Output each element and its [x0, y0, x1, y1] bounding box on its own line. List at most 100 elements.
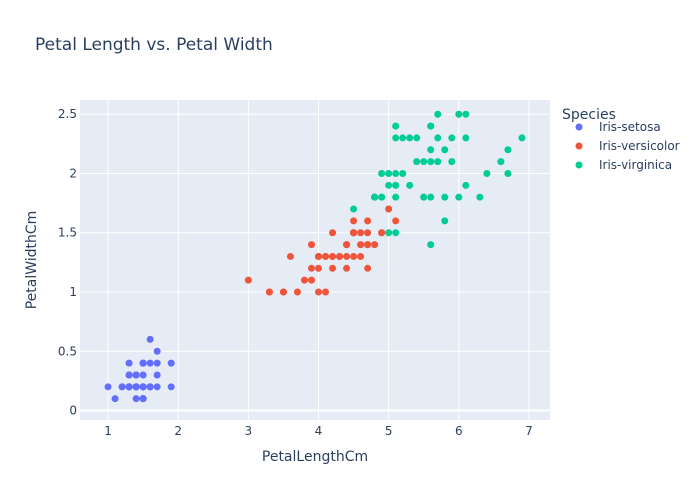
data-point: [504, 169, 512, 177]
data-point: [455, 110, 463, 118]
data-point: [357, 229, 365, 237]
data-point: [357, 252, 365, 260]
data-point: [307, 264, 315, 272]
data-point: [448, 158, 456, 166]
data-point: [139, 371, 147, 379]
data-point: [146, 383, 154, 391]
data-point: [153, 371, 161, 379]
data-point: [364, 264, 372, 272]
data-point: [153, 359, 161, 367]
data-point: [329, 264, 337, 272]
y-tick-label: 0: [69, 404, 77, 418]
data-point: [420, 158, 428, 166]
legend-item-iris-virginica[interactable]: Iris-virginica: [575, 158, 673, 172]
x-tick-label: 5: [385, 424, 393, 438]
y-tick-label: 2.5: [58, 107, 77, 121]
data-point: [441, 193, 449, 201]
data-point: [434, 110, 442, 118]
x-tick-label: 2: [174, 424, 182, 438]
data-point: [413, 134, 421, 142]
data-point: [146, 335, 154, 343]
data-point: [167, 359, 175, 367]
data-point: [476, 193, 484, 201]
data-point: [125, 359, 133, 367]
data-point: [153, 347, 161, 355]
legend-item-iris-setosa[interactable]: Iris-setosa: [575, 120, 661, 134]
y-gridlines: [80, 113, 550, 412]
x-tick-label: 4: [315, 424, 323, 438]
data-point: [322, 288, 330, 296]
data-point: [385, 229, 393, 237]
data-point: [279, 288, 287, 296]
data-point: [399, 134, 407, 142]
data-point: [300, 276, 308, 284]
points-layer: [104, 110, 526, 403]
legend-items[interactable]: Iris-setosa Iris-versicolor Iris-virginica: [575, 120, 680, 172]
data-point: [286, 252, 294, 260]
x-tick-labels: 1 2 3 4 5 6 7: [104, 424, 533, 438]
data-point: [378, 229, 386, 237]
data-point: [518, 134, 526, 142]
legend-item-iris-versicolor[interactable]: Iris-versicolor: [575, 139, 680, 153]
data-point: [125, 383, 133, 391]
data-point: [322, 252, 330, 260]
data-point: [139, 395, 147, 403]
x-axis-title: PetalLengthCm: [262, 449, 368, 465]
data-point: [406, 181, 414, 189]
data-point: [118, 383, 126, 391]
legend-title: Species: [562, 107, 616, 123]
data-point: [132, 371, 140, 379]
data-point: [350, 229, 358, 237]
data-point: [392, 181, 400, 189]
series-iris-virginica: [350, 110, 526, 249]
series-iris-setosa: [104, 335, 175, 403]
data-point: [427, 146, 435, 154]
data-point: [371, 241, 379, 249]
data-point: [336, 252, 344, 260]
chart-title: Petal Length vs. Petal Width: [35, 35, 273, 55]
legend[interactable]: Species Iris-setosa Iris-versicolor Iris-v…: [562, 107, 680, 172]
data-point: [146, 359, 154, 367]
legend-marker: [575, 161, 583, 169]
data-point: [378, 193, 386, 201]
data-point: [441, 217, 449, 225]
legend-label: Iris-setosa: [599, 120, 661, 134]
data-point: [392, 169, 400, 177]
data-point: [392, 134, 400, 142]
data-point: [343, 264, 351, 272]
data-point: [385, 181, 393, 189]
y-axis-title: PetalWidthCm: [24, 211, 40, 310]
data-point: [392, 122, 400, 130]
data-point: [153, 383, 161, 391]
data-point: [413, 158, 421, 166]
data-point: [364, 217, 372, 225]
data-point: [307, 241, 315, 249]
data-point: [406, 134, 414, 142]
data-point: [293, 288, 301, 296]
data-point: [315, 288, 323, 296]
data-point: [385, 169, 393, 177]
data-point: [427, 193, 435, 201]
data-point: [385, 205, 393, 213]
data-point: [392, 217, 400, 225]
data-point: [329, 252, 337, 260]
legend-label: Iris-versicolor: [599, 139, 680, 153]
data-point: [364, 229, 372, 237]
y-tick-label: 1.5: [58, 226, 77, 240]
data-point: [434, 158, 442, 166]
data-point: [307, 276, 315, 284]
x-gridlines: [107, 100, 530, 420]
data-point: [392, 193, 400, 201]
data-point: [427, 122, 435, 130]
data-point: [104, 383, 112, 391]
data-point: [497, 158, 505, 166]
data-point: [427, 241, 435, 249]
data-point: [392, 229, 400, 237]
data-point: [504, 146, 512, 154]
data-point: [364, 241, 372, 249]
data-point: [420, 193, 428, 201]
data-point: [315, 252, 323, 260]
y-tick-label: 2: [69, 166, 77, 180]
data-point: [350, 252, 358, 260]
data-point: [462, 181, 470, 189]
